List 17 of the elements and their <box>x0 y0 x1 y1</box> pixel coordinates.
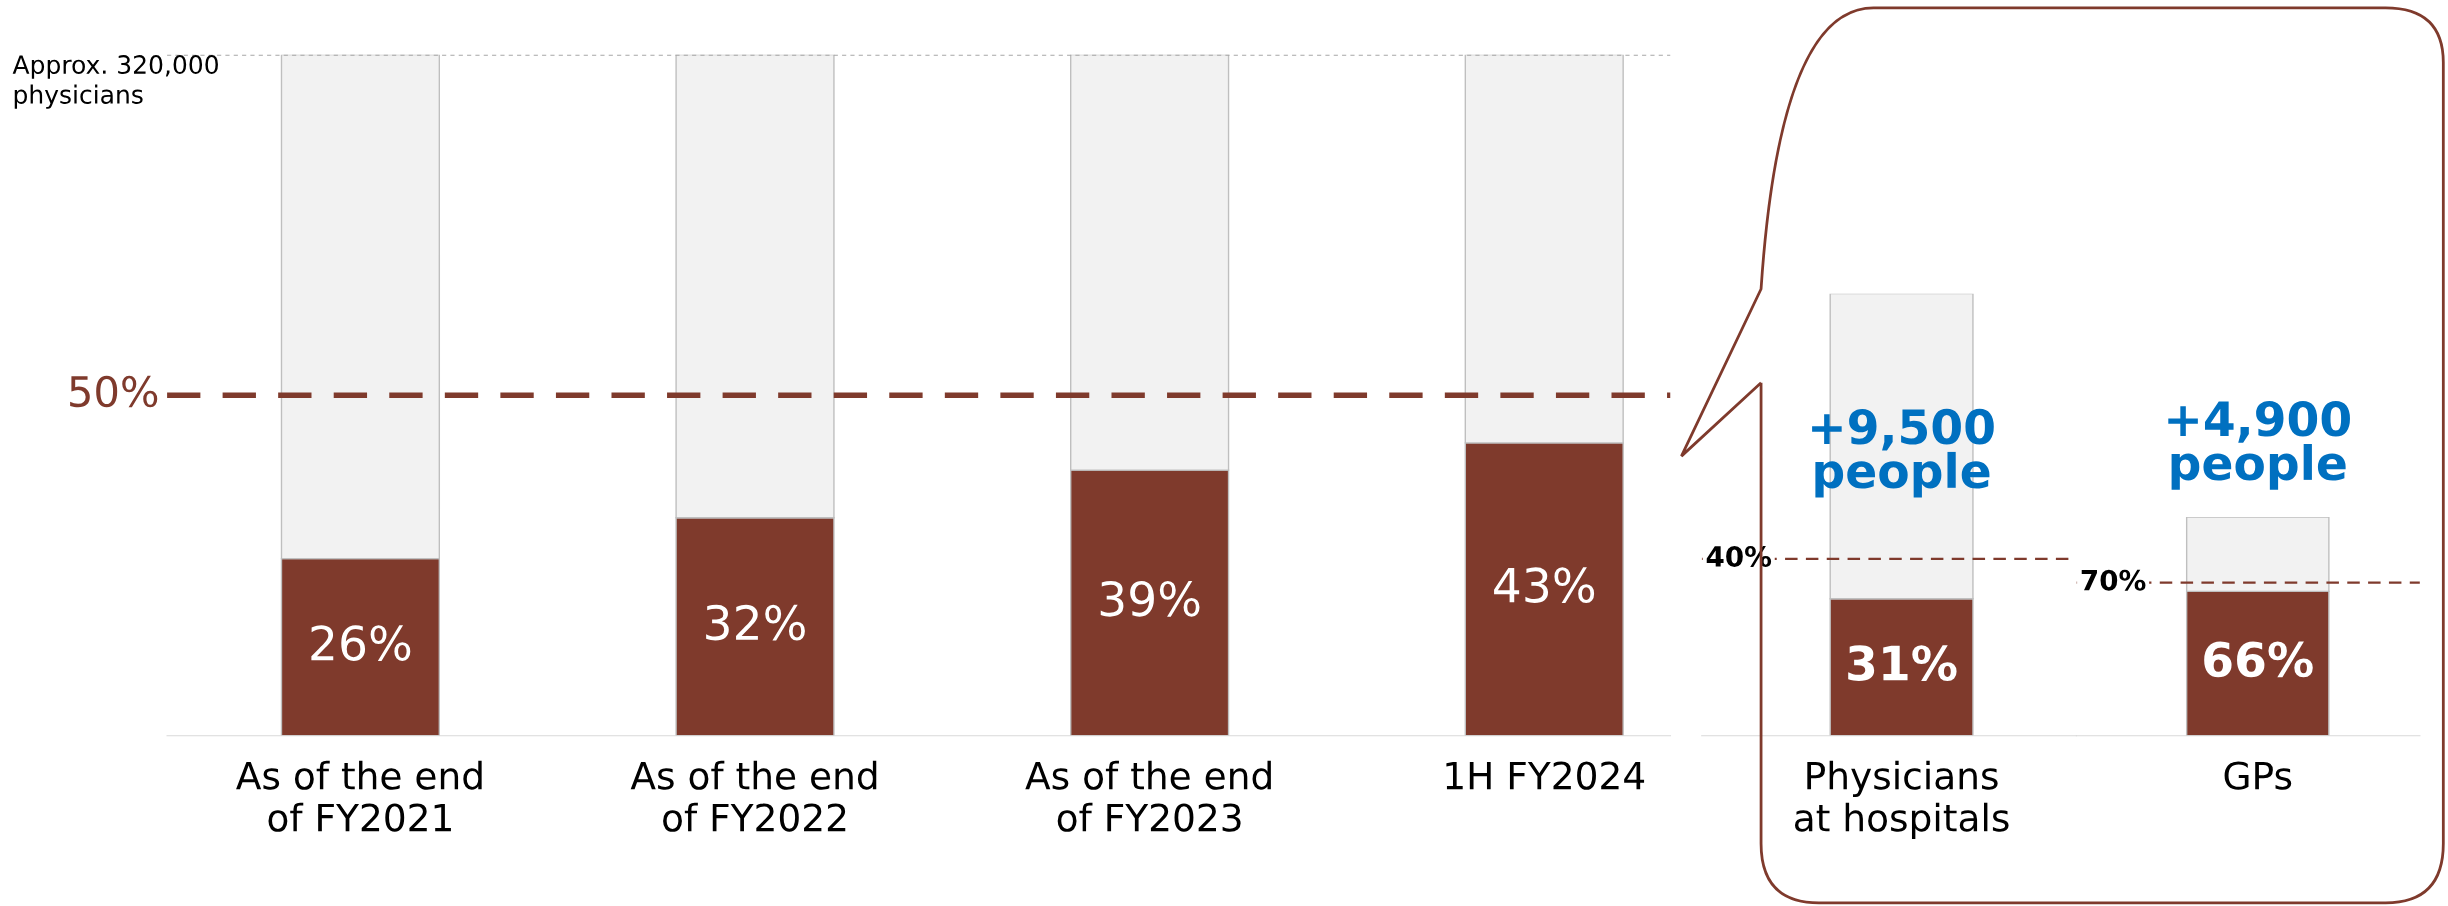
x-tick-label: As of the end of FY2022 <box>630 760 877 832</box>
annotation: Approx. 320,000 physicians <box>12 55 218 109</box>
data-label: 26% <box>311 625 411 661</box>
annotation: +9,500 people <box>1812 408 1994 498</box>
data-label: 32% <box>706 604 805 641</box>
x-tick-label: Physicians at hospitals <box>1794 760 2009 840</box>
ref-line-label: 50% <box>70 375 158 408</box>
x-tick-label: 1H FY2024 <box>1446 761 1645 790</box>
x-tick-label: GPs <box>2224 761 2292 790</box>
data-label: 31% <box>1848 645 1957 681</box>
text: +4,900 people <box>2168 400 2350 490</box>
data-label: 39% <box>1100 580 1200 617</box>
data-label: 66% <box>2204 641 2313 678</box>
x-tick-label: As of the end of FY2023 <box>1025 760 1271 832</box>
data-label: 43% <box>1494 567 1595 604</box>
x-tick-label: As of the end of FY2021 <box>236 760 482 832</box>
ref-line-label: 70% <box>2081 569 2146 591</box>
